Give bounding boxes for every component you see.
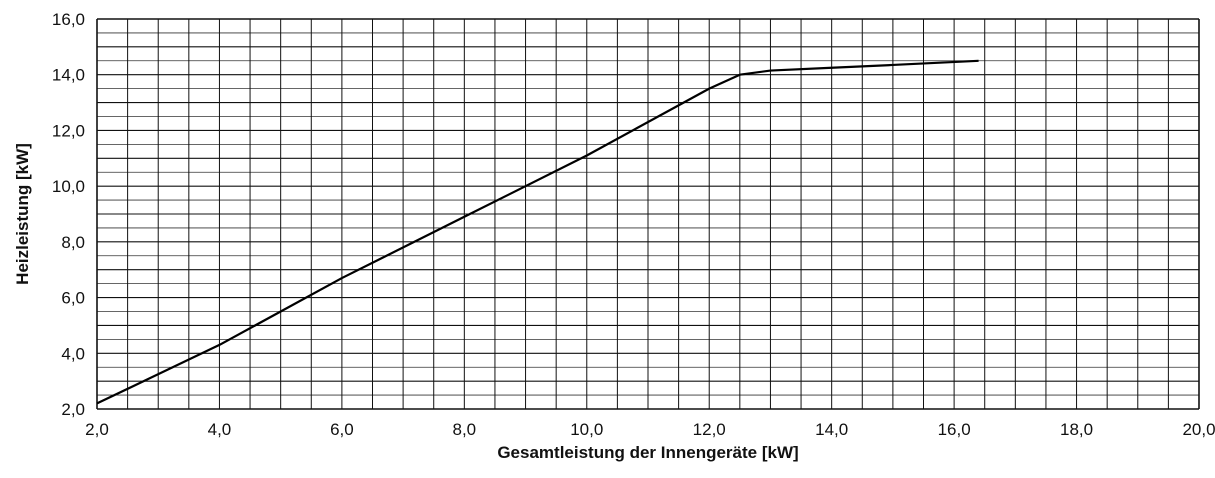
x-tick-label: 6,0 bbox=[330, 420, 354, 439]
x-tick-label: 18,0 bbox=[1060, 420, 1093, 439]
y-tick-label: 10,0 bbox=[52, 177, 85, 196]
x-tick-label: 4,0 bbox=[208, 420, 232, 439]
y-tick-label: 16,0 bbox=[52, 10, 85, 29]
y-tick-label: 14,0 bbox=[52, 66, 85, 85]
series-layer bbox=[96, 59, 979, 405]
x-axis-title: Gesamtleistung der Innengeräte [kW] bbox=[497, 443, 798, 462]
major-gridlines bbox=[96, 18, 1200, 410]
y-tick-label: 12,0 bbox=[52, 121, 85, 140]
y-axis-title: Heizleistung [kW] bbox=[13, 143, 32, 285]
y-tick-label: 2,0 bbox=[61, 400, 85, 419]
y-tick-label: 8,0 bbox=[61, 233, 85, 252]
x-tick-label: 20,0 bbox=[1182, 420, 1215, 439]
x-tick-label: 14,0 bbox=[815, 420, 848, 439]
y-tick-label: 4,0 bbox=[61, 344, 85, 363]
x-tick-label: 2,0 bbox=[85, 420, 109, 439]
x-tick-label: 10,0 bbox=[570, 420, 603, 439]
x-tick-label: 8,0 bbox=[453, 420, 477, 439]
x-tick-label: 12,0 bbox=[693, 420, 726, 439]
x-tick-labels: 2,0 4,0 6,0 8,0 10,0 12,0 14,0 16,0 18,0 20,0 bbox=[85, 420, 1215, 439]
x-tick-label: 16,0 bbox=[938, 420, 971, 439]
y-tick-label: 6,0 bbox=[61, 289, 85, 308]
series-line-0 bbox=[96, 59, 979, 405]
y-tick-labels: 2,0 4,0 6,0 8,0 10,0 12,0 14,0 16,0 bbox=[52, 10, 85, 419]
